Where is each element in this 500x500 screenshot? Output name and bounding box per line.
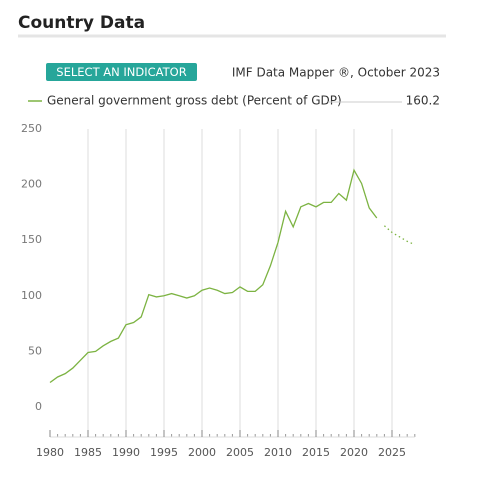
x-tick-label: 2015 — [302, 446, 330, 459]
plot: 0 50 100 150 200 250 1980 1985 1990 1995 2000 2005 2… — [21, 122, 416, 459]
y-tick-label: 50 — [28, 344, 42, 357]
x-tick-label: 2020 — [340, 446, 368, 459]
x-tick-label: 2005 — [226, 446, 254, 459]
data-line — [383, 225, 416, 246]
indicator-button-label[interactable]: SELECT AN INDICATOR — [56, 65, 186, 79]
x-tick-label: 1985 — [74, 446, 102, 459]
legend-value: 160.2 — [406, 94, 440, 108]
page-title: Country Data — [18, 13, 145, 33]
y-tick-label: 250 — [21, 122, 42, 135]
x-tick-label: 1990 — [112, 446, 140, 459]
x-tick-label: 1995 — [150, 446, 178, 459]
indicator-button[interactable] — [46, 63, 197, 81]
x-tick-label: 2010 — [264, 446, 292, 459]
legend-label[interactable]: General government gross debt (Percent o… — [47, 94, 342, 108]
y-tick-label: 150 — [21, 233, 42, 246]
x-tick-label: 2025 — [378, 446, 406, 459]
source-label: IMF Data Mapper ®, October 2023 — [232, 66, 440, 80]
y-tick-label: 100 — [21, 289, 42, 302]
y-tick-label: 0 — [35, 400, 42, 413]
x-tick-label: 1980 — [36, 446, 64, 459]
y-tick-label: 200 — [21, 178, 42, 191]
data-line — [49, 168, 378, 384]
x-tick-label: 2000 — [188, 446, 216, 459]
